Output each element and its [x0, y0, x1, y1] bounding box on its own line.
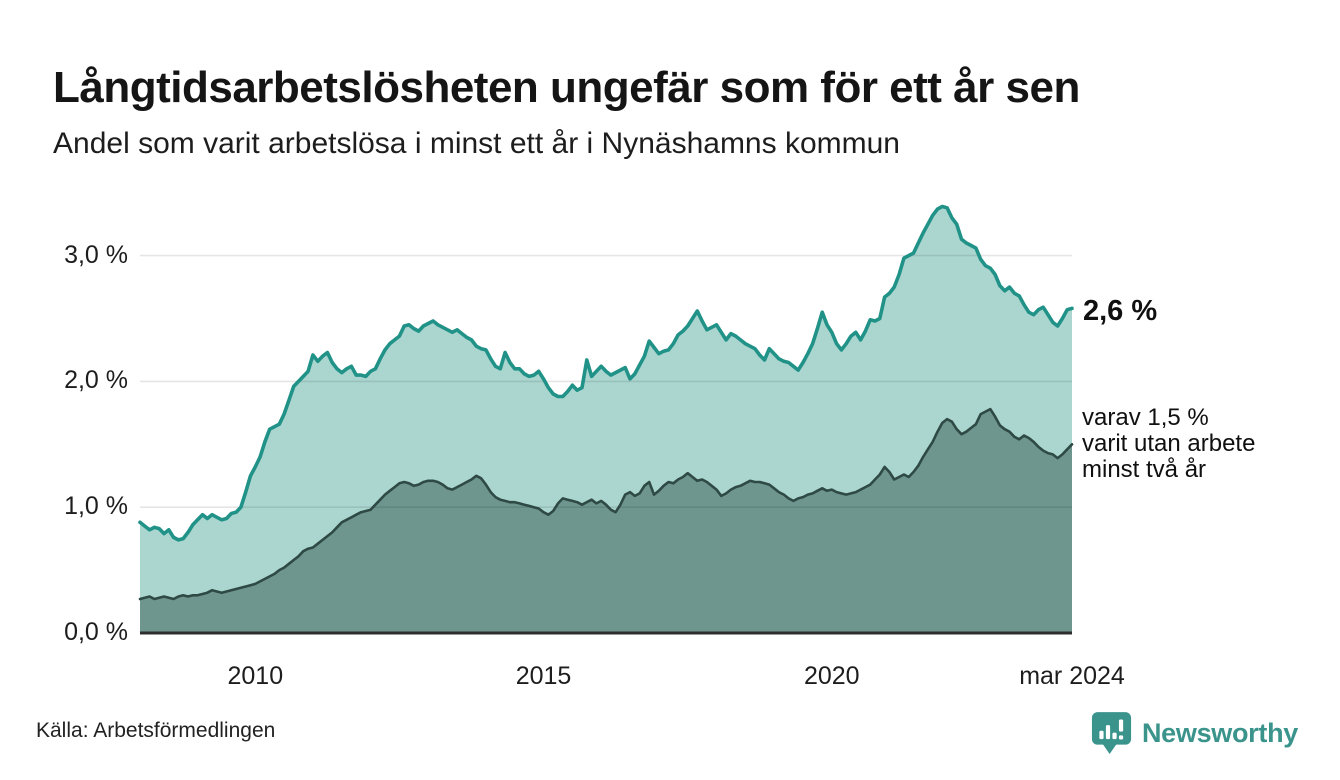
chart-subtitle: Andel som varit arbetslösa i minst ett å… [53, 127, 900, 160]
newsworthy-logo-icon [1091, 712, 1132, 754]
y-tick-3: 3,0 % [64, 240, 128, 269]
total-line [138, 204, 1074, 542]
x-tick-2010: 2010 [227, 662, 284, 690]
x-tick-2020: 2020 [803, 662, 860, 690]
latest-total-value-label: 2,6 % [1083, 295, 1158, 327]
two-year-note-label: varav 1,5 % varit utan arbete minst två … [1082, 404, 1256, 483]
chart-title: Långtidsarbetslösheten ungefär som för e… [53, 63, 1080, 113]
source-credit: Källa: Arbetsförmedlingen [36, 719, 276, 742]
y-tick-2: 2,0 % [64, 366, 128, 395]
y-tick-0: 0,0 % [64, 618, 128, 646]
gridlines [140, 254, 1072, 509]
y-tick-1: 1,0 % [64, 492, 128, 521]
newsworthy-wordmark: Newsworthy [1141, 718, 1298, 748]
two-year-line [138, 407, 1074, 601]
x-tick-mar-2024: mar 2024 [1019, 662, 1125, 690]
two-year-area-fill [140, 409, 1072, 633]
x-tick-2015: 2015 [515, 662, 572, 690]
newsworthy-brand: Newsworthy [1091, 710, 1298, 757]
